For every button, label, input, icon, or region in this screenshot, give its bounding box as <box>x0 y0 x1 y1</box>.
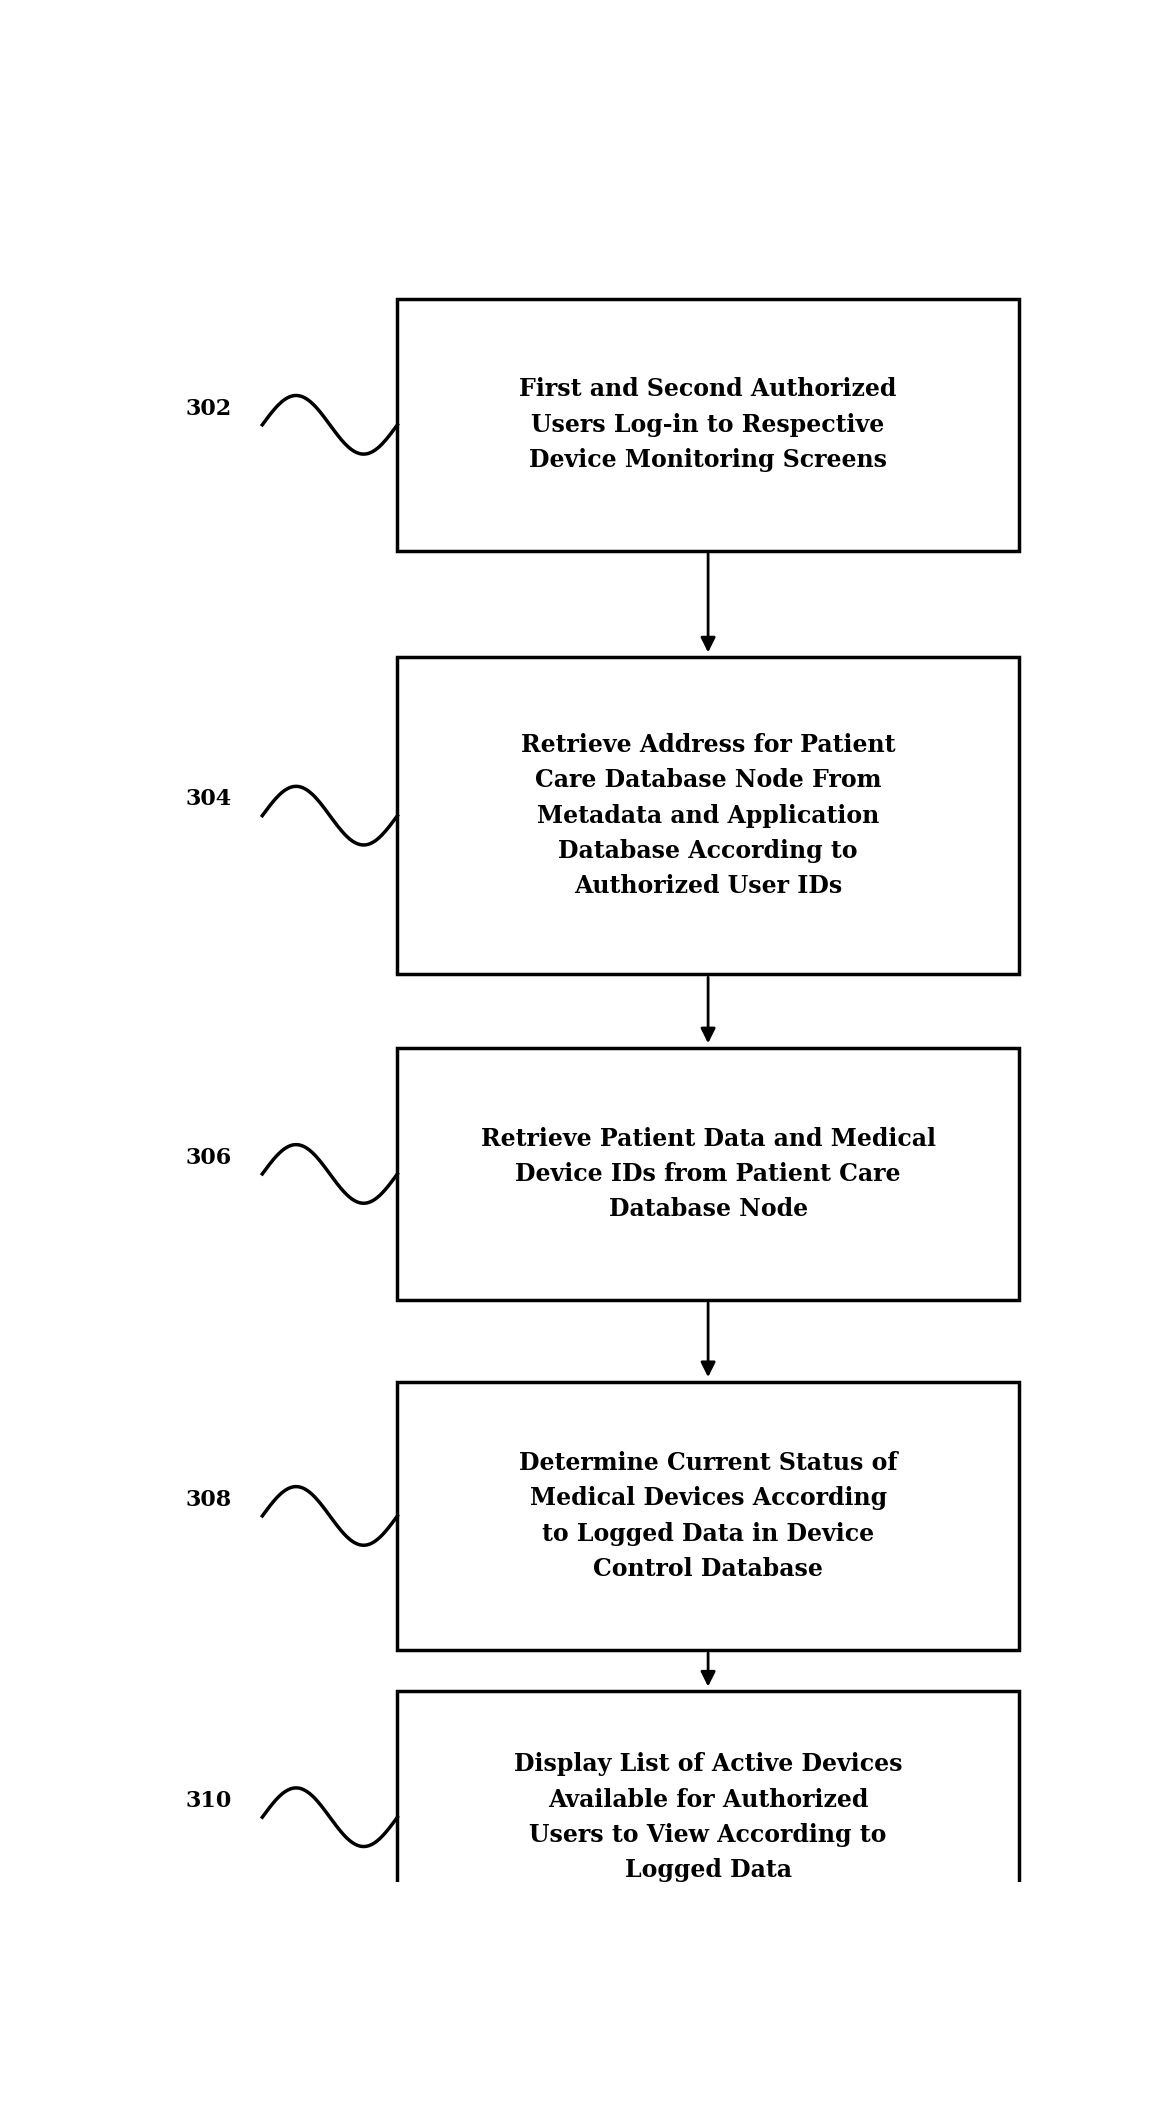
FancyBboxPatch shape <box>397 298 1019 552</box>
Text: 304: 304 <box>185 789 231 810</box>
FancyBboxPatch shape <box>397 1381 1019 1650</box>
Text: 302: 302 <box>185 398 231 419</box>
Text: Retrieve Address for Patient
Care Database Node From
Metadata and Application
Da: Retrieve Address for Patient Care Databa… <box>521 734 896 899</box>
Text: Determine Current Status of
Medical Devices According
to Logged Data in Device
C: Determine Current Status of Medical Devi… <box>519 1451 897 1582</box>
FancyBboxPatch shape <box>397 658 1019 975</box>
Text: 310: 310 <box>185 1789 231 1813</box>
FancyBboxPatch shape <box>397 1047 1019 1301</box>
Text: 308: 308 <box>185 1489 231 1510</box>
Text: Display List of Active Devices
Available for Authorized
Users to View According : Display List of Active Devices Available… <box>514 1751 903 1882</box>
Text: 306: 306 <box>185 1146 231 1170</box>
FancyBboxPatch shape <box>397 1692 1019 1944</box>
Text: Retrieve Patient Data and Medical
Device IDs from Patient Care
Database Node: Retrieve Patient Data and Medical Device… <box>481 1127 935 1220</box>
Text: First and Second Authorized
Users Log-in to Respective
Device Monitoring Screens: First and Second Authorized Users Log-in… <box>519 376 897 472</box>
